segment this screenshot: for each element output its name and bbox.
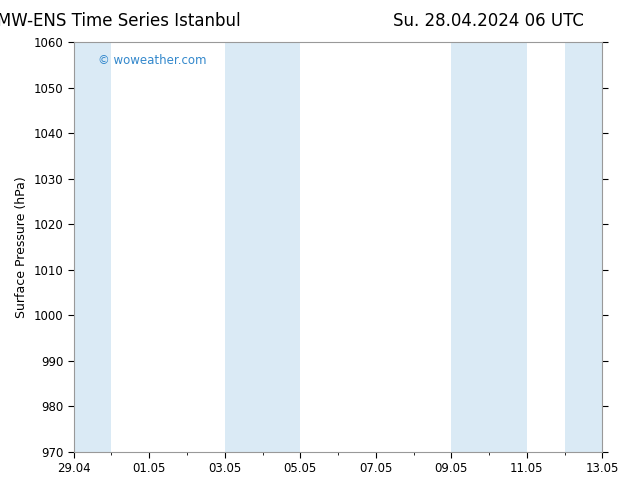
Bar bbox=[224, 42, 301, 452]
Bar bbox=[74, 42, 112, 452]
Bar bbox=[564, 42, 602, 452]
Y-axis label: Surface Pressure (hPa): Surface Pressure (hPa) bbox=[15, 176, 28, 318]
Text: © woweather.com: © woweather.com bbox=[98, 54, 206, 67]
Text: Su. 28.04.2024 06 UTC: Su. 28.04.2024 06 UTC bbox=[393, 12, 584, 30]
Text: ECMW-ENS Time Series Istanbul: ECMW-ENS Time Series Istanbul bbox=[0, 12, 241, 30]
Bar bbox=[451, 42, 527, 452]
